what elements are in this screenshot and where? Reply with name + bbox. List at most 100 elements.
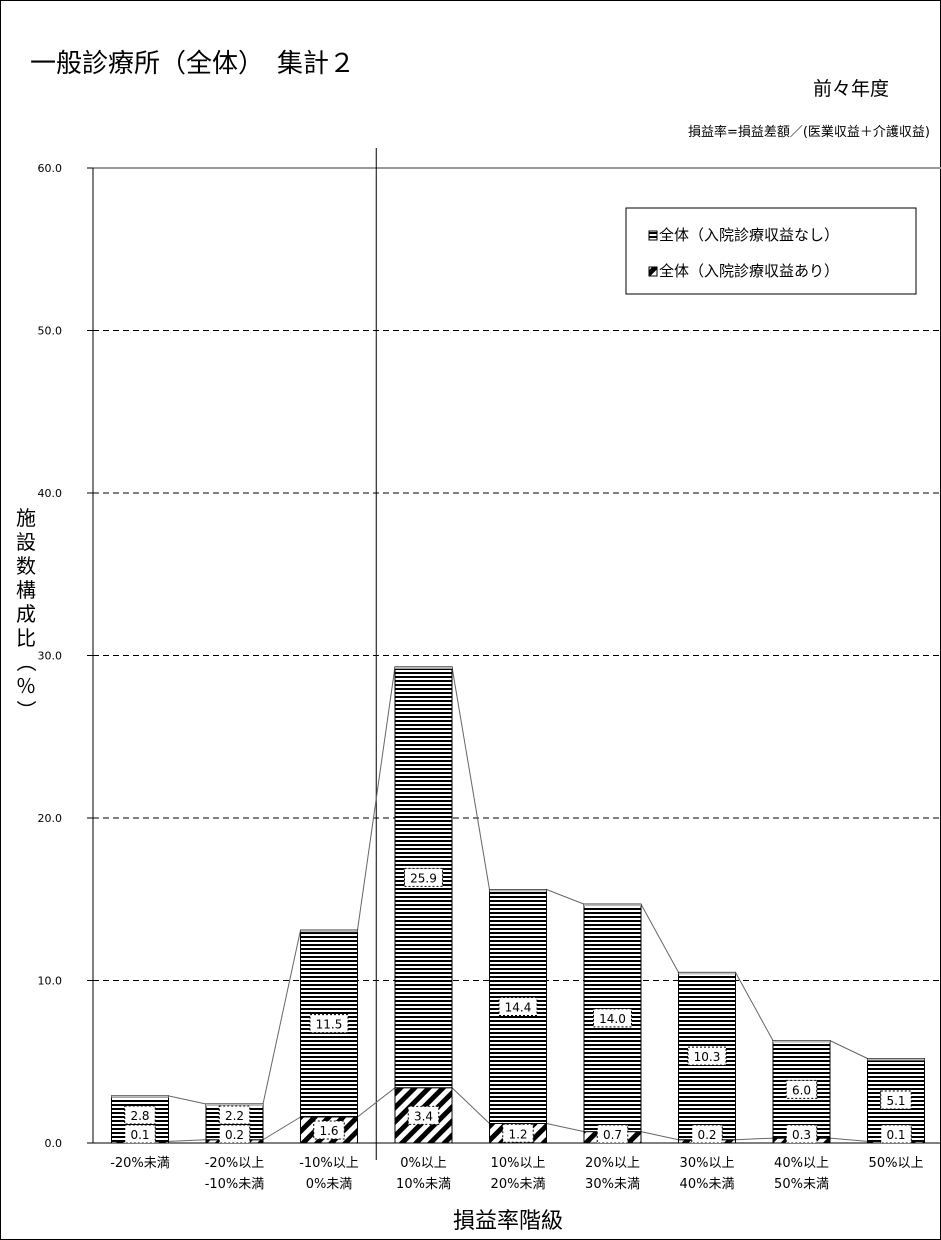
legend-label-no-inpatient: 全体（入院診療収益なし） bbox=[659, 226, 839, 244]
data-label-inpatient: 3.4 bbox=[414, 1109, 433, 1123]
connector-total bbox=[735, 972, 774, 1041]
data-label-inpatient-box bbox=[880, 1124, 912, 1144]
legend-swatch-no-inpatient bbox=[648, 230, 658, 241]
data-label-inpatient: 1.2 bbox=[508, 1127, 527, 1141]
x-tick-label: 40%以上 bbox=[774, 1156, 829, 1171]
connector-inpatient bbox=[357, 1087, 396, 1118]
chart-subtitle: 前々年度 bbox=[813, 78, 889, 100]
x-tick-label: 50%以上 bbox=[869, 1156, 924, 1171]
x-tick-label: 20%以上 bbox=[585, 1156, 640, 1171]
legend-swatch-inpatient bbox=[648, 266, 658, 277]
x-tick-label: 20%未満 bbox=[491, 1177, 546, 1192]
data-label-inpatient-box bbox=[313, 1120, 345, 1140]
bars bbox=[111, 666, 925, 1144]
data-label-inpatient: 0.2 bbox=[225, 1128, 244, 1142]
x-tick-label: 10%未満 bbox=[396, 1177, 451, 1192]
connector-total bbox=[168, 1095, 207, 1105]
data-label-no-inpatient: 6.0 bbox=[792, 1083, 811, 1097]
data-label-no-inpatient-box bbox=[498, 997, 538, 1016]
y-axis-label-char: （ bbox=[14, 652, 38, 672]
connector-inpatient bbox=[451, 1087, 490, 1124]
y-tick-label: 10.0 bbox=[38, 975, 63, 988]
y-tick-labels: 0.0 10.0 20.0 30.0 40.0 50.0 60.0 bbox=[38, 162, 63, 1150]
data-label-no-inpatient: 10.3 bbox=[694, 1050, 721, 1064]
y-axis-label-char: 設 bbox=[16, 530, 36, 554]
data-label-inpatient: 0.2 bbox=[697, 1128, 716, 1142]
data-label-inpatient: 0.7 bbox=[603, 1128, 622, 1142]
connector-total bbox=[451, 666, 490, 890]
y-axis-label-char: 成 bbox=[16, 602, 36, 626]
data-label-inpatient-box bbox=[691, 1124, 723, 1144]
data-label-inpatient: 0.3 bbox=[792, 1128, 811, 1142]
x-tick-label: -20%以上 bbox=[205, 1156, 265, 1171]
y-axis-label-char: 数 bbox=[16, 554, 36, 578]
data-label-no-inpatient-box bbox=[218, 1105, 251, 1125]
x-tick-label: 30%未満 bbox=[585, 1177, 640, 1192]
y-tick-label: 0.0 bbox=[45, 1137, 63, 1150]
data-label-inpatient: 0.1 bbox=[886, 1128, 905, 1142]
data-label-inpatient-box bbox=[407, 1105, 440, 1125]
connector-inpatient bbox=[546, 1123, 585, 1133]
connector-inpatient bbox=[168, 1139, 207, 1142]
connector-total bbox=[640, 903, 679, 973]
connector-inpatient bbox=[829, 1137, 868, 1142]
connector-inpatient bbox=[262, 1116, 301, 1141]
connector-inpatient bbox=[735, 1137, 774, 1141]
connector-inpatient bbox=[640, 1131, 679, 1141]
x-tick-label: 30%以上 bbox=[680, 1156, 735, 1171]
data-label-no-inpatient: 25.9 bbox=[410, 871, 437, 885]
y-axis-label-char: ） bbox=[14, 700, 38, 720]
x-tick-label: -20%未満 bbox=[110, 1156, 170, 1171]
data-label-inpatient: 0.1 bbox=[130, 1128, 149, 1142]
x-tick-label: -10%以上 bbox=[299, 1156, 359, 1171]
y-tick-label: 30.0 bbox=[38, 650, 63, 663]
x-axis-label: 損益率階級 bbox=[453, 1209, 563, 1234]
data-label-no-inpatient: 14.4 bbox=[505, 1001, 532, 1015]
legend: 全体（入院診療収益なし） 全体（入院診療収益あり） bbox=[625, 207, 917, 295]
axes bbox=[87, 148, 941, 1160]
y-tick-label: 50.0 bbox=[38, 325, 63, 338]
x-tick-labels: -20%未満 -20%以上 -10%未満 -10%以上 0%未満 0%以上 10%未満 10%… bbox=[110, 1156, 923, 1192]
data-label-no-inpatient-box bbox=[687, 1046, 727, 1066]
x-tick-label: -10%未満 bbox=[205, 1177, 265, 1192]
y-tick-label: 40.0 bbox=[38, 487, 63, 500]
data-label-no-inpatient-box bbox=[785, 1079, 818, 1099]
x-tick-label: 50%未満 bbox=[774, 1177, 829, 1192]
connector-total bbox=[262, 930, 301, 1105]
data-label-inpatient-box bbox=[785, 1124, 818, 1144]
data-label-inpatient-box bbox=[502, 1123, 534, 1143]
data-label-no-inpatient: 11.5 bbox=[316, 1018, 343, 1032]
data-label-inpatient-box bbox=[124, 1124, 156, 1144]
data-label-no-inpatient: 2.8 bbox=[130, 1109, 149, 1123]
x-tick-label: 0%未満 bbox=[306, 1177, 353, 1192]
data-label-no-inpatient: 14.0 bbox=[599, 1012, 626, 1026]
y-axis-label-char: 比 bbox=[16, 626, 36, 650]
connector-total bbox=[829, 1040, 868, 1059]
data-label-no-inpatient: 5.1 bbox=[886, 1094, 905, 1108]
connector-total bbox=[546, 889, 585, 905]
legend-box bbox=[625, 207, 917, 295]
data-label-inpatient-box bbox=[596, 1124, 629, 1144]
y-axis-label-char: ％ bbox=[16, 674, 36, 698]
x-tick-label: 10%以上 bbox=[491, 1156, 546, 1171]
data-label-no-inpatient-box bbox=[404, 867, 443, 887]
y-axis-label-char: 構 bbox=[16, 578, 36, 602]
formula-note: 損益率=損益差額／(医業収益＋介護収益) bbox=[688, 124, 930, 140]
y-tick-label: 60.0 bbox=[38, 162, 63, 175]
data-label-no-inpatient-box bbox=[593, 1008, 632, 1028]
data-label-no-inpatient-box bbox=[880, 1090, 912, 1110]
data-label-no-inpatient-box bbox=[309, 1014, 349, 1034]
data-label-no-inpatient: 2.2 bbox=[225, 1109, 244, 1123]
x-tick-label: 40%未満 bbox=[680, 1177, 735, 1192]
legend-label-inpatient: 全体（入院診療収益あり） bbox=[659, 262, 839, 280]
data-label-no-inpatient-box bbox=[124, 1105, 156, 1125]
connector-total bbox=[357, 666, 396, 931]
data-label-inpatient-box bbox=[218, 1124, 251, 1144]
data-labels: 2.8 0.1 2.2 0.2 11.5 1.6 25.9 3.4 14.4 1.2 14.0 0.7… bbox=[124, 867, 912, 1144]
y-axis-label-char: 施 bbox=[16, 506, 36, 530]
series-connectors bbox=[168, 666, 868, 1142]
chart-title: 一般診療所（全体） 集計２ bbox=[30, 49, 355, 79]
gridlines bbox=[93, 330, 941, 981]
